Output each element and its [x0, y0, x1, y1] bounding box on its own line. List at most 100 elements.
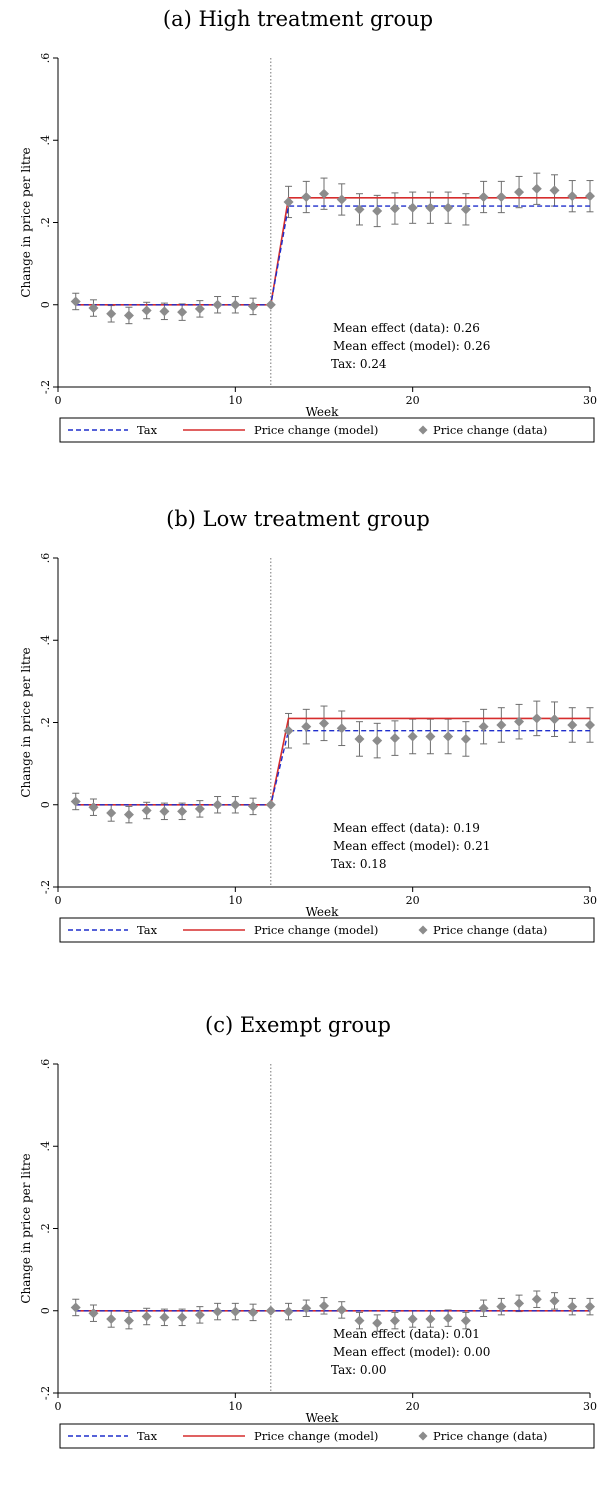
data-point: [443, 731, 454, 742]
data-point: [159, 306, 170, 317]
x-tick-label: 20: [406, 394, 420, 407]
data-point: [443, 202, 454, 213]
legend-tax-label: Tax: [137, 923, 158, 937]
data-point: [354, 1315, 365, 1326]
data-point: [372, 735, 383, 746]
legend-tax-label: Tax: [137, 1429, 158, 1443]
data-point: [248, 301, 259, 312]
y-axis-label: Change in price per litre: [19, 1153, 33, 1303]
y-tick-label: -.2: [39, 880, 52, 894]
data-point: [319, 1300, 329, 1311]
data-point: [567, 719, 578, 730]
annotation: Mean effect (model): 0.26: [333, 339, 490, 353]
legend-box: [59, 417, 595, 443]
y-tick-label: 0: [39, 801, 52, 808]
y-tick-label: 0: [39, 1307, 52, 1314]
data-point: [212, 799, 223, 810]
data-point: [407, 202, 418, 213]
data-point: [248, 1307, 259, 1318]
x-tick-label: 30: [583, 1400, 597, 1413]
data-point: [106, 1313, 117, 1324]
y-tick-label: .2: [39, 717, 52, 728]
data-point: [354, 733, 365, 744]
data-point: [212, 299, 223, 310]
data-point: [460, 733, 471, 744]
x-tick-label: 20: [406, 894, 420, 907]
y-tick-label: .4: [39, 1141, 52, 1152]
data-point: [123, 310, 134, 321]
x-tick-label: 10: [228, 894, 242, 907]
panel-low-treatment: (b) Low treatment group -.2 0.2.4.6 0 10 20 30…: [0, 500, 597, 1000]
data-point: [372, 205, 383, 216]
x-axis-label: Week: [306, 405, 340, 419]
legend-data-swatch: [418, 1431, 428, 1441]
data-point: [230, 299, 241, 310]
data-point: [70, 796, 81, 807]
x-axis-label: Week: [306, 905, 340, 919]
x-tick-label: 10: [228, 394, 242, 407]
chart-title: (b) Low treatment group: [166, 507, 430, 531]
data-point: [372, 1318, 383, 1329]
data-point: [514, 1298, 525, 1309]
legend-box: [59, 917, 595, 943]
data-point: [478, 192, 489, 203]
chart-title: (c) Exempt group: [205, 1013, 391, 1037]
data-point: [336, 723, 347, 734]
data-point: [177, 307, 188, 318]
data-point: [549, 1295, 560, 1306]
data-point: [496, 1301, 507, 1312]
data-point: [301, 1303, 312, 1314]
data-point: [159, 1312, 170, 1323]
data-point: [230, 1306, 241, 1317]
data-point: [212, 1306, 223, 1317]
data-point: [478, 1303, 489, 1314]
x-tick-label: 0: [55, 894, 62, 907]
data-point: [460, 204, 471, 215]
chart-high-treatment: (a) High treatment group-.20.2.4.60 10 20 3…: [19, 7, 597, 443]
data-point: [70, 296, 81, 307]
y-tick-label: .4: [39, 635, 52, 646]
legend-box: [59, 1423, 595, 1449]
y-tick-label: .6: [39, 1059, 52, 1070]
data-point: [88, 303, 99, 314]
annotation: Tax: 0.18: [331, 857, 387, 871]
x-tick-label: 0: [55, 1400, 62, 1413]
annotation: Mean effect (model): 0.21: [333, 839, 490, 853]
data-point: [496, 192, 507, 203]
data-point: [283, 196, 294, 207]
data-point: [407, 731, 418, 742]
x-tick-label: 30: [583, 394, 597, 407]
y-axis-label: Change in price per litre: [19, 147, 33, 297]
model-line: [75, 197, 590, 306]
y-tick-label: .6: [39, 53, 52, 64]
data-point: [319, 188, 329, 199]
data-point: [88, 802, 99, 813]
data-point: [425, 202, 436, 213]
data-point: [443, 1313, 454, 1324]
annotation: Mean effect (data): 0.01: [333, 1327, 480, 1341]
legend-data-swatch: [418, 425, 428, 435]
data-point: [283, 725, 294, 736]
data-point: [301, 721, 312, 732]
data-point: [407, 1313, 418, 1324]
y-tick-label: 0: [39, 301, 52, 308]
data-point: [88, 1308, 99, 1319]
legend-model-label: Price change (model): [254, 923, 378, 937]
data-point: [194, 803, 205, 814]
data-point: [141, 805, 152, 816]
data-point: [389, 1315, 400, 1326]
data-point: [141, 1311, 152, 1322]
data-point: [531, 183, 542, 194]
panel-high-treatment: (a) High treatment group -.2 0.2.4.6 0 10 20 3…: [0, 0, 597, 500]
data-point: [585, 719, 595, 730]
data-point: [194, 1309, 205, 1320]
data-point: [123, 1315, 134, 1326]
y-tick-label: -.2: [39, 380, 52, 394]
data-point: [106, 807, 117, 818]
y-tick-label: -.2: [39, 1386, 52, 1400]
panel-exempt: (c) Exempt group -.2 0.2.4.6 0 10 20 30 Week Cha…: [0, 1006, 597, 1506]
data-point: [70, 1302, 81, 1313]
data-point: [336, 194, 347, 205]
data-point: [123, 809, 134, 820]
tax-line: [75, 205, 590, 306]
